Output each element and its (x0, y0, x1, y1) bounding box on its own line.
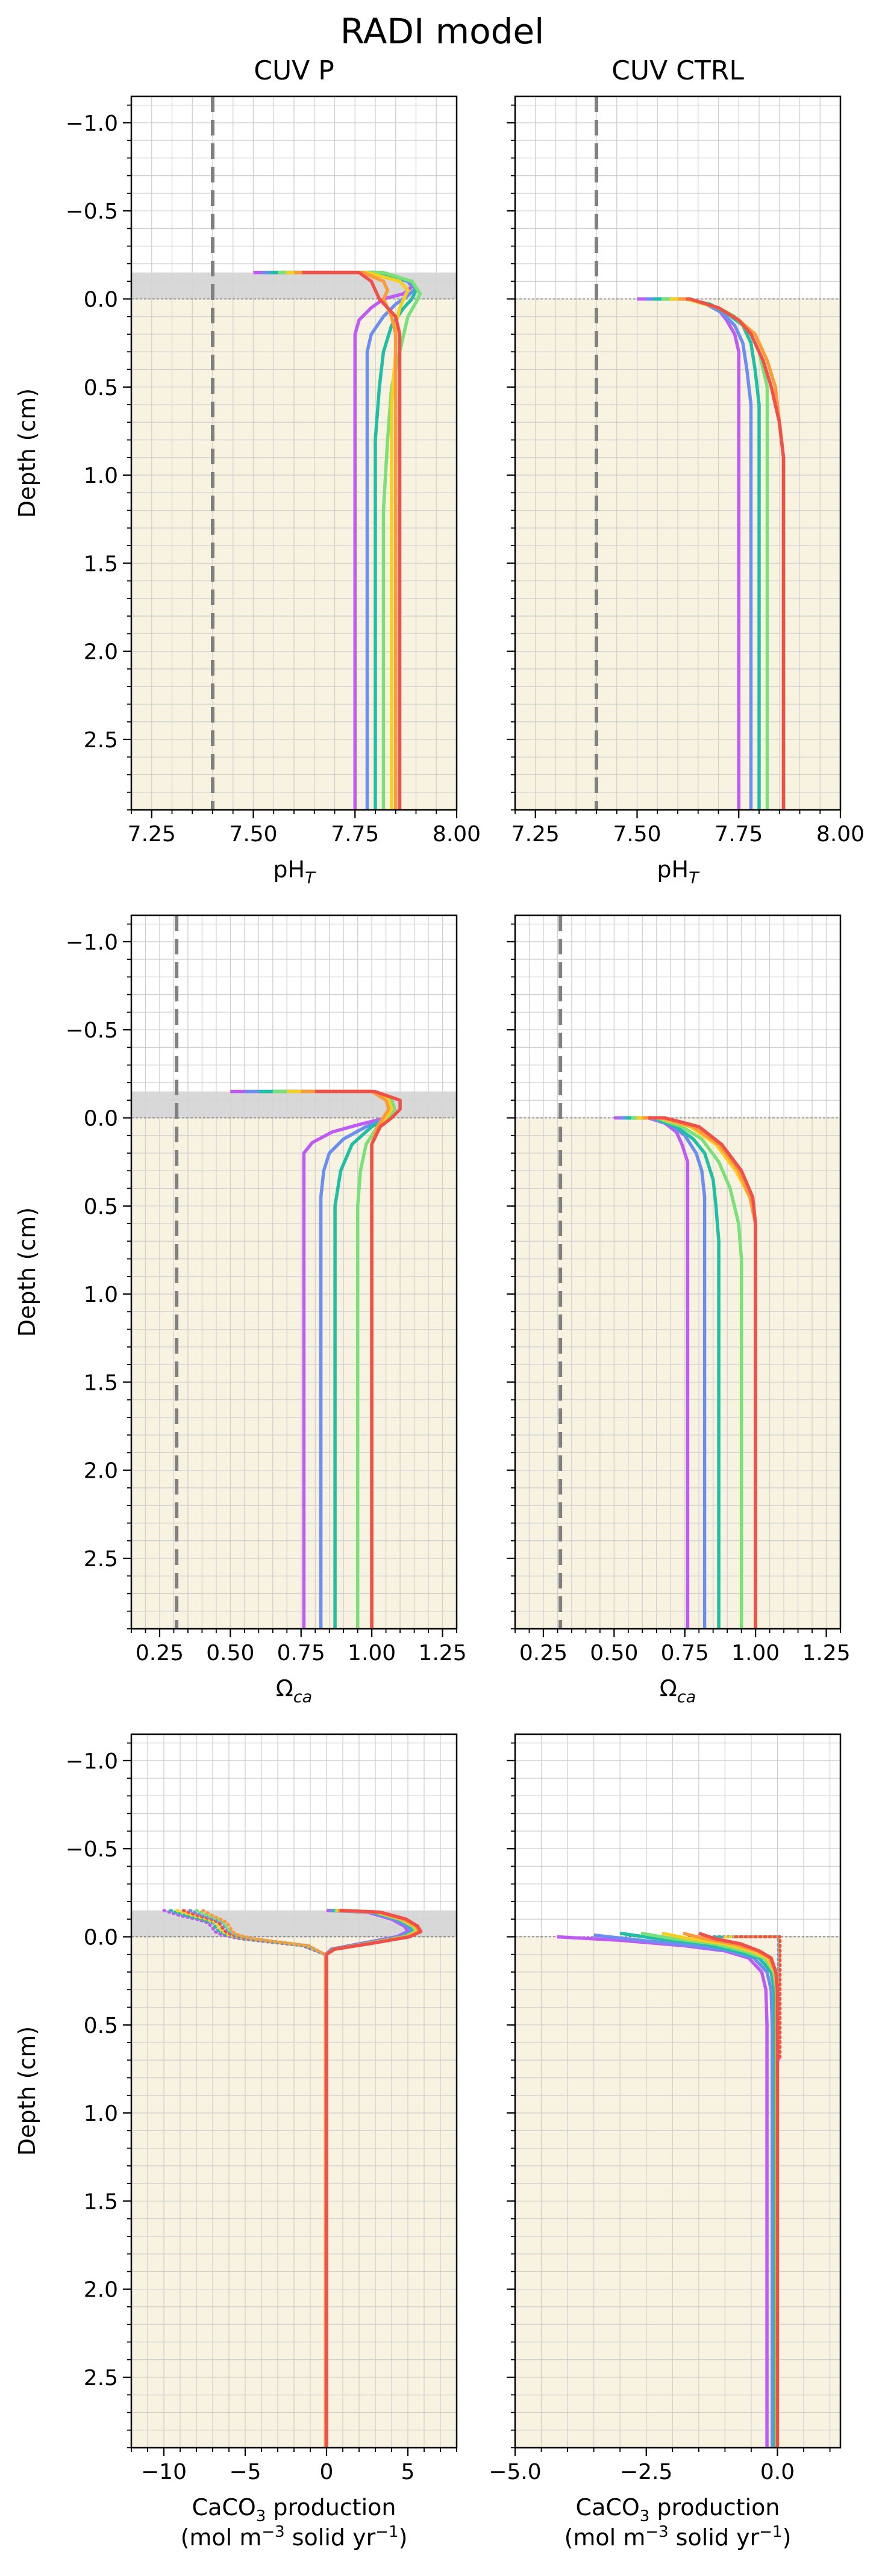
y-tick-label: 2.0 (84, 640, 118, 665)
y-tick-label: 2.5 (84, 2366, 118, 2391)
y-tick-label: −0.5 (66, 199, 118, 224)
column-title-cuv-p: CUV P (254, 55, 334, 86)
y-tick-label: 0.0 (84, 287, 118, 312)
y-tick-label: 0.5 (84, 376, 118, 400)
x-tick-label: 8.00 (816, 822, 865, 847)
dotted-series-4 (734, 1935, 782, 2062)
plot-area (515, 96, 840, 810)
x-tick-label: 0.50 (590, 1641, 638, 1666)
sediment-background (515, 1937, 840, 2448)
series-line-3 (619, 1931, 777, 2448)
series-line-7 (648, 1116, 757, 1629)
x-tick-label: 0.25 (519, 1641, 568, 1666)
x-tick-label: 7.25 (511, 822, 560, 847)
panel-1: 7.25 7.50 7.75 8.00 −1.0 −0.5 0.0 0.5 1.0 1.5 2.0 2… (14, 95, 481, 888)
y-tick-label: −1.0 (66, 1749, 118, 1774)
y-tick-label: 0.0 (84, 1925, 118, 1950)
y-tick-label: 1.5 (84, 552, 118, 576)
x-axis-label-units: (mol m−3 solid yr−1) (564, 2523, 792, 2551)
x-tick-label: −10 (141, 2460, 187, 2484)
axes-frame (514, 1733, 842, 2449)
axes-frame (514, 914, 842, 1630)
series-line-7 (686, 297, 786, 810)
y-axis-label: Depth (cm) (14, 2026, 40, 2156)
x-tick-label: 0.50 (206, 1641, 254, 1666)
panel-6: −5.0 −2.5 0.0 CaCO3 production(mol m−3 soli… (489, 1733, 842, 2551)
x-axis-label: pHT (273, 856, 316, 888)
series-line-5 (286, 270, 410, 810)
series-line-4 (278, 270, 422, 810)
plot-area (131, 96, 457, 810)
panel-5: −10 −5 0 5 −1.0 −0.5 0.0 0.5 1.0 1.5 2.0 2.5 Depth (… (14, 1733, 458, 2551)
grid-lines (131, 915, 457, 1629)
x-tick-label: −5 (229, 2460, 261, 2484)
x-tick-label: 8.00 (433, 822, 481, 847)
y-tick-label: 0.0 (84, 1106, 118, 1131)
x-tick-label: 7.50 (613, 822, 661, 847)
x-tick-label: 7.25 (128, 822, 176, 847)
plot-area (515, 1734, 840, 2448)
x-tick-label: 0.75 (277, 1641, 325, 1666)
y-tick-label: −1.0 (66, 111, 118, 136)
column-title-cuv-ctrl: CUV CTRL (611, 55, 744, 86)
y-tick-label: 2.5 (84, 728, 118, 753)
x-tick-label: 0.25 (136, 1641, 184, 1666)
x-tick-label: 1.25 (802, 1641, 850, 1666)
series-line-7 (698, 1931, 780, 2448)
panel-3: 0.25 0.50 0.75 1.00 1.25 −1.0 −0.5 0.0 0.5 1.0 1.5… (14, 914, 467, 1706)
plot-area (515, 915, 840, 1629)
x-tick-label: 1.00 (348, 1641, 396, 1666)
x-tick-label: 7.75 (331, 822, 379, 847)
x-tick-label: 0.75 (661, 1641, 709, 1666)
sediment-background (131, 1118, 457, 1629)
x-tick-label: 1.25 (418, 1641, 466, 1666)
y-axis-label: Depth (cm) (14, 388, 40, 518)
plot-area (131, 915, 457, 1629)
y-tick-label: −0.5 (66, 1837, 118, 1862)
x-tick-label: 0 (320, 2460, 334, 2484)
x-tick-label: 7.50 (229, 822, 277, 847)
series-line-7 (315, 1089, 402, 1629)
overlay-band (131, 1091, 457, 1118)
figure-suptitle: RADI model (340, 11, 544, 52)
x-tick-label: −2.5 (620, 2460, 672, 2484)
x-axis-label: CaCO3 production (192, 2494, 396, 2525)
x-axis-label-units: (mol m−3 solid yr−1) (181, 2523, 408, 2551)
x-tick-label: 1.00 (731, 1641, 780, 1666)
panel-2: 7.25 7.50 7.75 8.00 pHT (507, 95, 865, 888)
y-tick-label: 0.5 (84, 1195, 118, 1219)
y-tick-label: −1.0 (66, 930, 118, 955)
sediment-background (515, 1118, 840, 1629)
y-tick-label: −0.5 (66, 1018, 118, 1043)
x-axis-label: Ωca (276, 1675, 312, 1706)
grid-lines (515, 1734, 840, 2448)
x-tick-label: 5 (401, 2460, 415, 2484)
x-tick-label: 7.75 (715, 822, 763, 847)
x-tick-label: −5.0 (489, 2460, 541, 2484)
y-tick-label: 2.5 (84, 1547, 118, 1572)
y-tick-label: 0.5 (84, 2014, 118, 2038)
grid-lines (515, 915, 840, 1629)
x-axis-label: Ωca (660, 1675, 696, 1706)
y-tick-label: 1.0 (84, 1283, 118, 1307)
y-tick-label: 1.5 (84, 1370, 118, 1395)
x-tick-label: 0.0 (760, 2460, 795, 2484)
y-tick-label: 1.0 (84, 464, 118, 488)
x-axis-label: pHT (657, 856, 700, 888)
x-axis-label: CaCO3 production (576, 2494, 780, 2525)
y-tick-label: 1.0 (84, 2102, 118, 2126)
series-line-7 (325, 1908, 423, 2448)
y-axis-label: Depth (cm) (14, 1207, 40, 1337)
y-tick-label: 2.0 (84, 2278, 118, 2303)
y-tick-label: 2.0 (84, 1459, 118, 1484)
plot-area (131, 1734, 457, 2448)
dotted-series-7 (201, 1909, 327, 1956)
series-line-7 (302, 270, 402, 810)
axes-frame (130, 914, 458, 1630)
panel-4: 0.25 0.50 0.75 1.00 1.25 Ωca (507, 914, 851, 1706)
grid-lines (131, 1734, 457, 2448)
y-tick-label: 1.5 (84, 2189, 118, 2214)
